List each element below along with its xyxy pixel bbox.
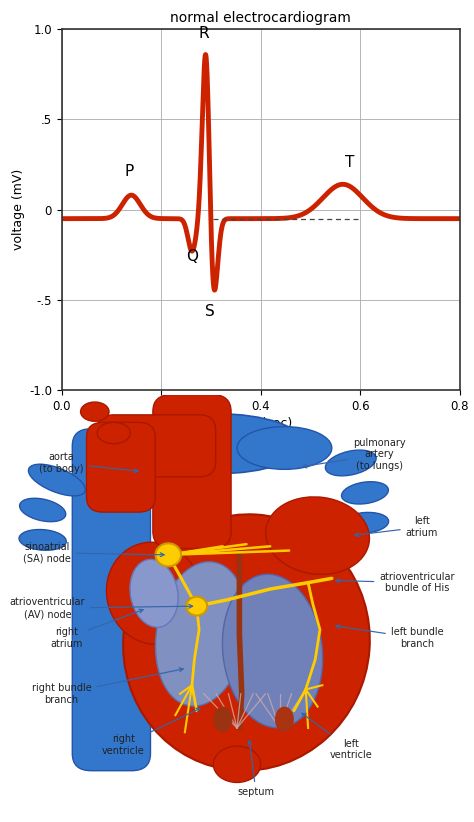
Text: S: S bbox=[205, 303, 215, 319]
Ellipse shape bbox=[325, 450, 376, 476]
Title: normal electrocardiogram: normal electrocardiogram bbox=[170, 11, 351, 25]
Text: atrioventricular
bundle of His: atrioventricular bundle of His bbox=[336, 572, 455, 593]
Text: right
atrium: right atrium bbox=[50, 609, 143, 649]
Text: Q: Q bbox=[186, 249, 199, 265]
Text: right
ventricle: right ventricle bbox=[102, 709, 200, 756]
Ellipse shape bbox=[213, 707, 232, 732]
Text: P: P bbox=[124, 164, 134, 179]
Ellipse shape bbox=[222, 575, 323, 727]
Text: atrioventricular
(AV) node: atrioventricular (AV) node bbox=[9, 598, 192, 619]
Text: sinoatrial
(SA) node: sinoatrial (SA) node bbox=[23, 542, 164, 564]
FancyBboxPatch shape bbox=[153, 395, 231, 548]
Text: T: T bbox=[345, 155, 354, 170]
Circle shape bbox=[155, 543, 181, 566]
Ellipse shape bbox=[97, 423, 130, 444]
Text: R: R bbox=[198, 26, 209, 41]
Ellipse shape bbox=[275, 707, 294, 732]
Text: left
atrium: left atrium bbox=[355, 516, 438, 538]
Ellipse shape bbox=[19, 529, 66, 550]
Ellipse shape bbox=[342, 482, 388, 504]
Ellipse shape bbox=[81, 402, 109, 421]
Text: left bundle
branch: left bundle branch bbox=[336, 625, 444, 649]
Ellipse shape bbox=[107, 543, 201, 644]
Text: right bundle
branch: right bundle branch bbox=[32, 667, 183, 704]
Ellipse shape bbox=[130, 559, 178, 627]
Ellipse shape bbox=[155, 561, 247, 706]
Ellipse shape bbox=[237, 427, 332, 469]
FancyBboxPatch shape bbox=[86, 423, 155, 512]
Ellipse shape bbox=[123, 515, 370, 771]
FancyBboxPatch shape bbox=[97, 415, 216, 477]
Ellipse shape bbox=[28, 464, 85, 496]
Text: septum: septum bbox=[237, 741, 274, 797]
Circle shape bbox=[186, 597, 207, 616]
Text: left
ventricle: left ventricle bbox=[302, 713, 372, 760]
Y-axis label: voltage (mV): voltage (mV) bbox=[12, 169, 25, 250]
Ellipse shape bbox=[341, 512, 389, 533]
Text: aorta
(to body): aorta (to body) bbox=[39, 452, 138, 473]
Ellipse shape bbox=[213, 746, 261, 783]
Ellipse shape bbox=[133, 413, 303, 473]
Text: pulmonary
artery
(to lungs): pulmonary artery (to lungs) bbox=[303, 438, 406, 471]
Ellipse shape bbox=[266, 496, 369, 575]
Ellipse shape bbox=[19, 498, 66, 522]
X-axis label: time (sec): time (sec) bbox=[229, 418, 292, 431]
FancyBboxPatch shape bbox=[72, 429, 151, 771]
